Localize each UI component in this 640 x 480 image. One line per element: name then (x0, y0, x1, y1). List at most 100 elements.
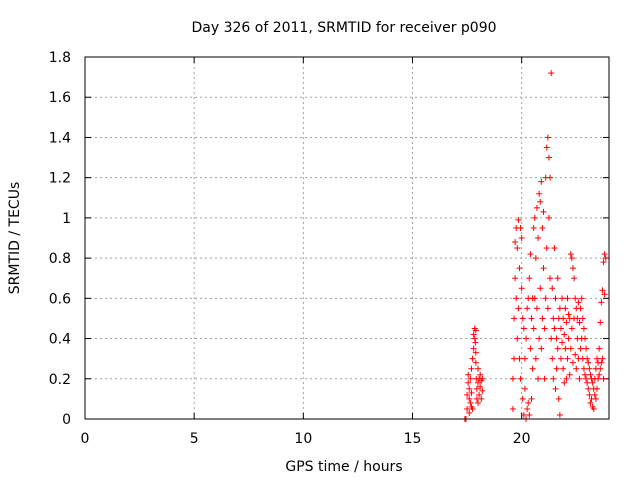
data-point (532, 255, 539, 262)
data-point (598, 359, 605, 366)
y-tick-label: 0.8 (49, 251, 71, 267)
axis-ticks: 0 0.2 0.4 0.6 0.8 1 1.2 1.4 1.6 1.8 0 5 10 15 20 (49, 50, 609, 447)
data-point (477, 383, 484, 390)
data-point (530, 325, 537, 332)
data-point (559, 295, 566, 302)
data-point (475, 379, 481, 386)
data-point (476, 391, 483, 398)
data-point (569, 359, 576, 366)
data-point (528, 315, 535, 322)
data-point (554, 275, 561, 282)
data-point (542, 295, 549, 302)
y-tick-label: 0.4 (49, 332, 71, 348)
data-point (514, 245, 521, 252)
data-point (535, 235, 542, 241)
data-point (550, 315, 557, 322)
x-tick-label: 0 (81, 431, 90, 447)
data-point (468, 389, 475, 396)
data-point (562, 305, 569, 312)
data-point (567, 345, 574, 352)
data-point (586, 391, 593, 398)
data-point (464, 391, 471, 398)
data-point (561, 331, 568, 338)
data-point (509, 405, 516, 412)
data-point (540, 265, 547, 272)
data-point (469, 355, 476, 362)
data-point (586, 365, 593, 372)
data-point (467, 399, 474, 406)
data-point (581, 371, 588, 378)
data-point (540, 208, 547, 215)
y-tick-label: 1.8 (49, 50, 71, 66)
data-point (581, 335, 588, 342)
data-point (532, 355, 539, 362)
data-point (547, 275, 554, 282)
data-point (520, 411, 527, 418)
data-point (543, 245, 550, 252)
data-point (470, 331, 477, 338)
data-point (564, 355, 571, 362)
data-point (600, 375, 607, 382)
data-point (531, 295, 538, 302)
data-point (516, 265, 523, 272)
data-point (595, 375, 602, 382)
data-point (544, 134, 551, 141)
data-point (543, 144, 550, 151)
data-point (551, 245, 558, 252)
y-tick-label: 0.6 (49, 291, 71, 307)
data-point (553, 335, 560, 342)
data-point (475, 399, 481, 406)
data-point (524, 405, 531, 412)
data-point (590, 405, 597, 412)
y-tick-label: 1 (62, 211, 71, 227)
data-point (598, 299, 605, 306)
data-point (464, 405, 471, 412)
data-point (593, 385, 600, 392)
data-point (465, 371, 472, 378)
data-point (527, 251, 534, 258)
data-point (556, 411, 563, 418)
y-tick-label: 1.4 (49, 130, 71, 146)
data-point (523, 335, 530, 342)
data-point (473, 385, 480, 392)
data-point (587, 399, 594, 406)
data-point (567, 251, 574, 258)
data-point (601, 291, 608, 298)
data-point (512, 239, 519, 246)
data-point (521, 385, 528, 392)
data-point (467, 375, 474, 382)
data-point (529, 365, 536, 372)
y-tick-label: 1.2 (49, 171, 71, 187)
data-point (596, 345, 603, 352)
data-point (516, 355, 523, 362)
data-point (470, 345, 477, 352)
data-point (584, 355, 591, 362)
data-point (551, 325, 558, 332)
y-tick-label: 0.2 (49, 372, 71, 388)
data-point (468, 403, 475, 410)
data-point (563, 375, 570, 382)
data-point (565, 335, 572, 342)
data-point (552, 295, 559, 302)
data-point (537, 285, 544, 292)
data-point (517, 224, 524, 231)
data-point (530, 224, 537, 231)
data-point (541, 325, 548, 332)
chart-title: Day 326 of 2011, SRMTID for receiver p09… (191, 20, 496, 36)
data-point (559, 339, 566, 346)
data-point (592, 395, 599, 402)
data-point (555, 395, 562, 402)
data-point (549, 355, 556, 362)
data-point (576, 375, 583, 382)
data-point (533, 204, 540, 211)
data-point (561, 379, 568, 386)
data-point (556, 305, 563, 312)
data-point (466, 385, 473, 392)
data-point (535, 375, 542, 382)
data-point (465, 379, 472, 386)
data-point (539, 224, 546, 231)
data-point (511, 355, 518, 362)
data-point (526, 411, 533, 418)
